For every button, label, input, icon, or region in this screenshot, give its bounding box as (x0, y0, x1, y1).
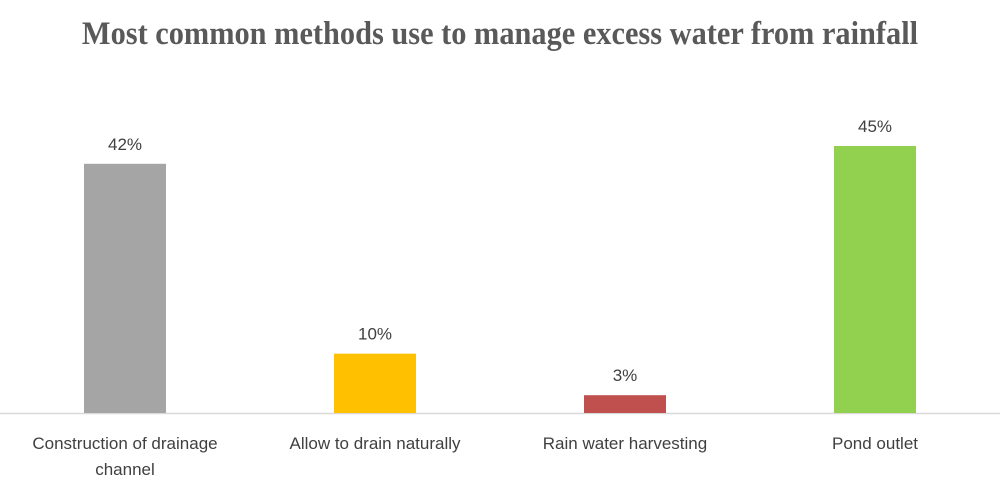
bar-0 (84, 163, 166, 413)
data-label-1: 10% (358, 325, 392, 344)
category-label-2: Rain water harvesting (543, 434, 707, 453)
category-label-0-line1: channel (95, 460, 155, 479)
category-label-0: Construction of drainage (32, 434, 217, 453)
data-label-3: 45% (858, 117, 892, 136)
bar-3 (834, 146, 916, 413)
bar-1 (334, 353, 416, 413)
category-label-1: Allow to drain naturally (289, 434, 461, 453)
chart-title: Most common methods use to manage excess… (81, 16, 919, 52)
data-label-2: 3% (613, 366, 638, 385)
category-label-3: Pond outlet (832, 434, 918, 453)
data-label-0: 42% (108, 135, 142, 154)
bar-2 (584, 395, 666, 413)
